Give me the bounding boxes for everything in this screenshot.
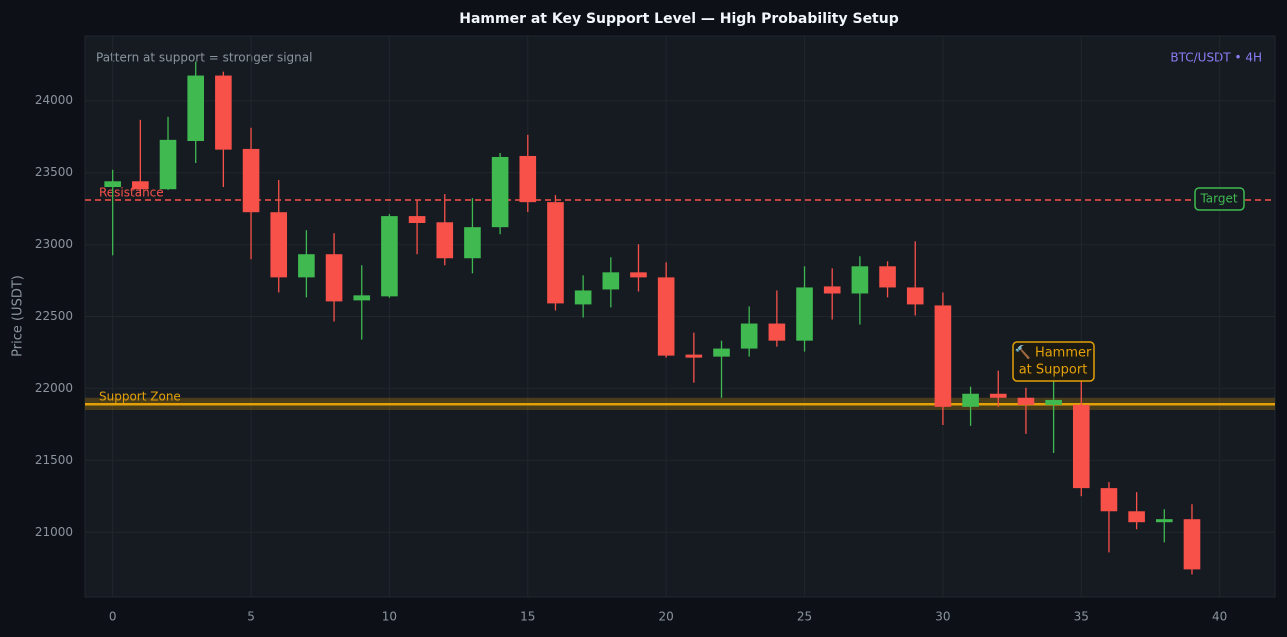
y-tick-label: 23000	[35, 237, 73, 251]
y-tick-label: 21000	[35, 525, 73, 539]
support-label: Support Zone	[99, 389, 181, 403]
x-tick-label: 25	[797, 610, 812, 624]
x-tick-label: 5	[247, 610, 255, 624]
chart-title: Hammer at Key Support Level — High Proba…	[459, 11, 899, 27]
candle-body	[270, 212, 288, 278]
candle-body	[547, 202, 564, 304]
candle-body	[1017, 397, 1035, 405]
candle-body	[630, 272, 647, 278]
candle-body	[1045, 399, 1062, 405]
candle-body	[851, 266, 869, 294]
resistance-label: Resistance	[99, 185, 164, 199]
candle-body	[989, 393, 1007, 398]
candle-body	[1100, 488, 1118, 512]
candle-body	[298, 254, 315, 278]
candle-body	[242, 148, 260, 213]
hammer-annotation: 🔨 Hammer	[1015, 345, 1092, 361]
y-tick-label: 22500	[35, 309, 73, 323]
note: Pattern at support = stronger signal	[96, 51, 312, 65]
y-tick-label: 22000	[35, 381, 73, 395]
hammer-annotation: at Support	[1019, 363, 1088, 378]
candle-body	[796, 287, 813, 341]
candle-body	[768, 323, 786, 341]
candle-body	[381, 216, 398, 297]
candle-body	[1072, 404, 1090, 489]
candle-body	[325, 254, 343, 302]
candle-body	[1183, 519, 1201, 570]
x-tick-label: 40	[1212, 610, 1227, 624]
x-tick-label: 0	[109, 610, 117, 624]
x-tick-label: 10	[382, 610, 397, 624]
candle-body	[408, 216, 426, 223]
x-tick-label: 20	[659, 610, 674, 624]
candle-body	[159, 139, 177, 190]
candle-body	[906, 287, 924, 305]
candle-body	[602, 272, 620, 290]
candle-body	[1128, 511, 1145, 523]
candle-body	[519, 155, 537, 203]
candle-body	[962, 393, 979, 407]
candle-body	[685, 354, 703, 358]
candle-body	[740, 323, 758, 349]
candle-body	[132, 181, 149, 190]
hammer-annotation-box	[1012, 341, 1095, 382]
x-tick-label: 35	[1074, 610, 1089, 624]
y-tick-label: 23500	[35, 165, 73, 179]
candle-body	[823, 286, 841, 294]
x-tick-label: 30	[935, 610, 950, 624]
candle-body	[713, 348, 730, 357]
candle-body	[464, 227, 481, 259]
candle-body	[436, 222, 454, 259]
candle-body	[215, 75, 232, 150]
symbol: BTC/USDT • 4H	[1170, 51, 1262, 65]
candle-body	[187, 75, 204, 142]
target-box	[1194, 187, 1245, 211]
y-tick-label: 21500	[35, 453, 73, 467]
target-label: Target	[1199, 191, 1237, 205]
candle-body	[879, 266, 896, 288]
candle-body	[1156, 519, 1173, 523]
candle-body	[491, 156, 509, 228]
y-tick-label: 24000	[35, 93, 73, 107]
candle-body	[574, 290, 592, 305]
y-axis-label: Price (USDT)	[11, 275, 26, 357]
candle-body	[104, 181, 121, 188]
candle-body	[657, 277, 675, 356]
candle-body	[934, 305, 952, 407]
candle-body	[353, 295, 371, 301]
x-tick-label: 15	[520, 610, 535, 624]
